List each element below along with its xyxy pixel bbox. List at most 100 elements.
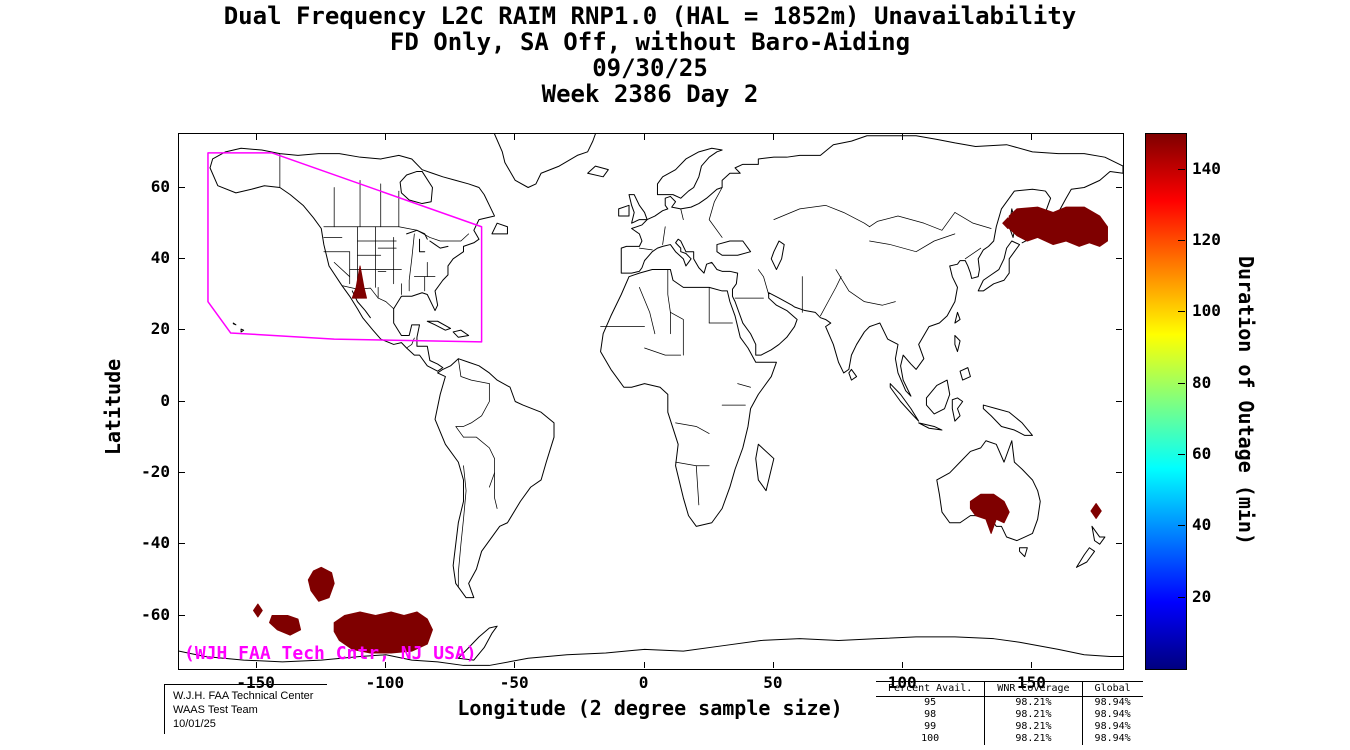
- figure-title: Dual Frequency L2C RAIM RNP1.0 (HAL = 18…: [0, 3, 1300, 107]
- coastline: [179, 637, 1123, 666]
- coastline: [952, 398, 962, 421]
- coastline: [919, 423, 942, 430]
- coastline: [978, 241, 1019, 291]
- country-border: [324, 227, 469, 241]
- y-tick-mark: [1116, 258, 1122, 259]
- outage-region-east-of-new-zealand: [1091, 504, 1101, 519]
- colorbar-tick-label: 40: [1192, 515, 1212, 535]
- country-border: [663, 227, 666, 245]
- y-tick-mark: [1116, 329, 1122, 330]
- colorbar-tick-mark: [1178, 597, 1185, 598]
- outage-region-northeast-asia-small: [1003, 218, 1013, 229]
- coastline: [435, 359, 554, 598]
- coastline: [420, 239, 425, 251]
- y-tick-mark: [179, 258, 185, 259]
- country-border: [965, 248, 981, 259]
- availability-column-header: Percent Avail.: [876, 681, 985, 697]
- country-border: [639, 248, 652, 250]
- country-border: [696, 466, 699, 505]
- country-border: [870, 234, 955, 252]
- title-line-3: 09/30/25: [592, 54, 708, 82]
- coastline: [983, 405, 1032, 435]
- coastline: [849, 369, 857, 380]
- outage-region-arizona: [352, 266, 366, 298]
- availability-cell: 98.94%: [1081, 733, 1143, 745]
- colorbar-tick-label: 100: [1192, 301, 1221, 321]
- map-annotation: (WJH FAA Tech Cntr, NJ USA): [184, 643, 477, 664]
- world-map: [179, 134, 1123, 669]
- availability-row: 99 98.21% 98.94%: [876, 721, 1143, 733]
- y-tick-mark: [1116, 543, 1122, 544]
- country-border: [709, 188, 722, 238]
- colorbar-tick-mark: [1178, 383, 1185, 384]
- availability-cell: 98.21%: [984, 709, 1083, 721]
- country-border: [458, 466, 466, 587]
- y-tick-label: -20: [141, 461, 170, 481]
- country-border: [774, 205, 870, 226]
- country-border: [820, 277, 841, 316]
- outage-region-south-pacific-round: [308, 567, 334, 601]
- colorbar-tick-mark: [1178, 454, 1185, 455]
- x-tick-mark: [644, 662, 645, 668]
- x-tick-mark: [902, 662, 903, 668]
- y-tick-mark: [1116, 472, 1122, 473]
- coastline: [629, 195, 647, 224]
- outage-region-south-pacific-small: [270, 616, 301, 636]
- y-tick-label: -40: [141, 533, 170, 553]
- colorbar-tick-mark: [1178, 169, 1185, 170]
- title-line-1: Dual Frequency L2C RAIM RNP1.0 (HAL = 18…: [223, 2, 1077, 30]
- colorbar-tick-mark: [1178, 525, 1185, 526]
- country-border: [639, 287, 655, 333]
- x-tick-label: 100: [887, 673, 917, 692]
- x-tick-mark: [256, 134, 257, 140]
- x-tick-mark: [644, 134, 645, 140]
- country-border: [407, 338, 415, 348]
- country-border: [681, 209, 684, 220]
- coastline: [619, 205, 629, 216]
- coastline: [453, 330, 469, 337]
- coastline: [427, 321, 450, 330]
- availability-row: 95 98.21% 98.94%: [876, 696, 1143, 709]
- x-tick-mark: [773, 134, 774, 140]
- colorbar-tick-label: 20: [1192, 586, 1212, 606]
- colorbar-tick-label: 80: [1192, 372, 1212, 392]
- availability-cell: 98.21%: [984, 721, 1083, 733]
- x-tick-label: -100: [365, 673, 405, 692]
- country-border: [334, 262, 350, 276]
- map-overlay: [208, 153, 1108, 653]
- coastline: [890, 384, 918, 421]
- coastline: [241, 329, 244, 332]
- coastline: [588, 166, 609, 177]
- outage-region-south-pacific-diamond: [253, 604, 262, 617]
- title-line-2: FD Only, SA Off, without Baro-Aiding: [389, 28, 911, 56]
- x-tick-mark: [256, 662, 257, 668]
- country-border: [645, 348, 681, 355]
- country-border: [955, 212, 991, 228]
- availability-cell: 98.94%: [1081, 696, 1143, 709]
- outage-region-northeast-asia-main: [1009, 207, 1107, 246]
- availability-cell: 98.94%: [1081, 709, 1143, 721]
- coastline: [1092, 526, 1105, 544]
- country-border: [676, 462, 710, 466]
- country-border: [758, 270, 768, 295]
- colorbar-tick-label: 60: [1192, 444, 1212, 463]
- country-border: [870, 212, 955, 230]
- x-tick-label: -50: [499, 673, 529, 692]
- colorbar-tick-label: 140: [1192, 158, 1221, 178]
- country-border: [670, 312, 683, 355]
- outage-region-south-pacific-large: [334, 612, 432, 653]
- x-tick-mark: [1031, 662, 1032, 668]
- coastline: [937, 441, 1040, 541]
- y-tick-mark: [1116, 187, 1122, 188]
- coastline: [1076, 548, 1094, 568]
- coastline: [233, 323, 236, 325]
- availability-cell: 98.21%: [984, 733, 1083, 745]
- colorbar-label: Duration of Outage (min): [1234, 256, 1258, 545]
- availability-column-header: WNR Coverage: [984, 681, 1083, 697]
- country-border: [409, 234, 414, 291]
- x-tick-mark: [514, 662, 515, 668]
- y-tick-mark: [179, 543, 185, 544]
- availability-table: Percent Avail. WNR Coverage Global 95 98.21…: [876, 681, 1143, 745]
- coastline: [926, 380, 949, 414]
- colorbar: [1145, 133, 1187, 670]
